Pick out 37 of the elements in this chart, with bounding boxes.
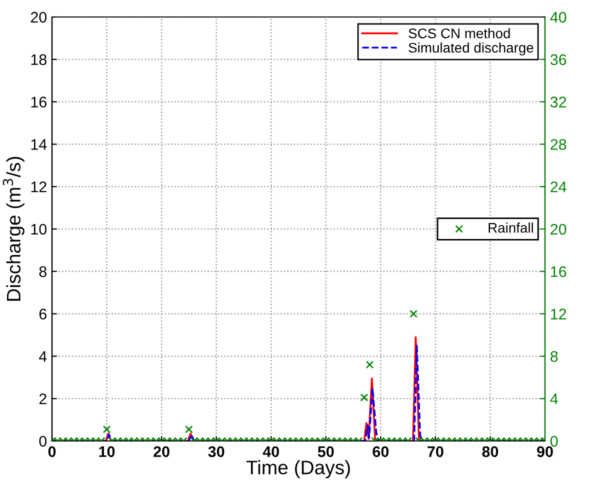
y-tick-label: 10 (31, 224, 47, 235)
y2-tick-label: 16 (551, 266, 566, 278)
x-tick-label: 40 (262, 446, 279, 458)
y2-tick-label: 12 (551, 308, 566, 320)
x-tick-label: 10 (99, 446, 115, 458)
y2-tick-label: 32 (550, 96, 566, 108)
x-tick-label: 0 (48, 446, 56, 458)
x-tick-label: 30 (208, 446, 224, 458)
y2-tick-label: 24 (550, 181, 566, 192)
y-tick-label: 16 (31, 96, 46, 108)
y-tick-label: 8 (39, 266, 46, 278)
y-tick-label: 14 (31, 139, 47, 150)
y2-tick-label: 8 (550, 351, 558, 362)
legend-label: SCS CN method (408, 28, 510, 38)
x-axis-title: Time (Days) (246, 460, 350, 478)
y2-tick-label: 40 (550, 12, 566, 23)
x-tick-label: 90 (537, 446, 553, 458)
x-tick-label: 70 (428, 446, 444, 458)
y-tick-label: 18 (31, 54, 46, 66)
y2-tick-label: 20 (550, 224, 566, 235)
y-axis-title: Discharge (m$^{3}$/s) (2, 156, 24, 301)
x-tick-label: 80 (482, 446, 498, 458)
y2-tick-label: 28 (550, 139, 566, 150)
y-tick-label: 0 (39, 436, 47, 447)
x-tick-label: 50 (318, 446, 334, 458)
y-tick-label: 6 (39, 308, 46, 320)
y-tick-label: 20 (30, 12, 47, 23)
y-tick-label: 4 (38, 351, 47, 362)
x-tick-label: 60 (372, 446, 389, 458)
legend-label: Rainfall (488, 222, 533, 233)
y2-tick-label: 36 (550, 54, 566, 66)
x-tick-label: 20 (154, 446, 170, 458)
y-tick-label: 12 (31, 181, 46, 192)
y-tick-label: 2 (39, 393, 46, 404)
y2-tick-label: 0 (550, 436, 558, 447)
legend-label: Simulated discharge (408, 42, 534, 56)
y2-tick-label: 4 (550, 394, 558, 404)
